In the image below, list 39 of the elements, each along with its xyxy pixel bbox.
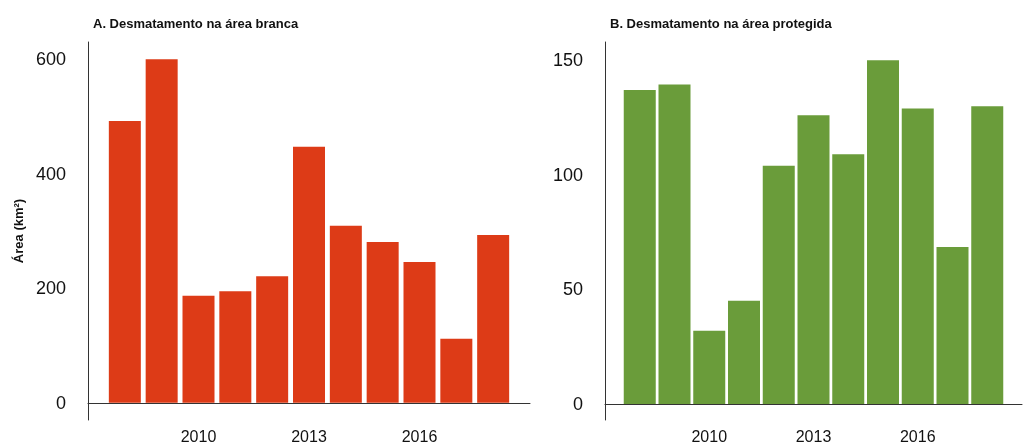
x-tick-label: 2010 bbox=[691, 427, 728, 445]
y-tick-label: 200 bbox=[35, 278, 66, 299]
y-tick-label: 50 bbox=[562, 279, 583, 300]
y-tick-label: 400 bbox=[35, 163, 66, 184]
y-tick-label: 100 bbox=[552, 164, 583, 185]
x-tick-label: 2016 bbox=[401, 427, 438, 445]
bar bbox=[797, 115, 830, 404]
bar bbox=[219, 291, 252, 403]
x-tick-label: 2013 bbox=[291, 427, 327, 445]
bar bbox=[728, 300, 760, 404]
bar bbox=[403, 261, 436, 403]
bar bbox=[971, 106, 1004, 404]
y-tick-label: 600 bbox=[35, 49, 66, 70]
bar bbox=[936, 247, 969, 404]
bar bbox=[658, 84, 691, 404]
bar bbox=[182, 295, 215, 403]
bar bbox=[293, 146, 325, 403]
bar bbox=[366, 241, 399, 403]
bar bbox=[901, 108, 934, 404]
bar bbox=[329, 225, 362, 403]
x-tick-label: 2013 bbox=[795, 427, 832, 445]
y-axis-title: Área (km²) bbox=[11, 198, 27, 264]
bar bbox=[762, 165, 795, 404]
bar bbox=[867, 60, 899, 404]
x-tick-label: 2016 bbox=[899, 427, 936, 445]
bar bbox=[477, 235, 510, 403]
bar bbox=[256, 276, 289, 403]
y-tick-label: 0 bbox=[572, 393, 583, 414]
bar bbox=[693, 330, 726, 404]
bar bbox=[440, 338, 473, 403]
y-tick-label: 0 bbox=[55, 392, 66, 413]
y-tick-label: 150 bbox=[552, 50, 583, 71]
x-tick-label: 2010 bbox=[180, 427, 217, 445]
bar bbox=[623, 90, 656, 404]
chart-title: A. Desmatamento na área branca bbox=[93, 16, 299, 31]
bar bbox=[108, 121, 141, 403]
bar bbox=[145, 59, 178, 403]
chart-title: B. Desmatamento na área protegida bbox=[610, 16, 833, 31]
bar bbox=[832, 154, 865, 404]
